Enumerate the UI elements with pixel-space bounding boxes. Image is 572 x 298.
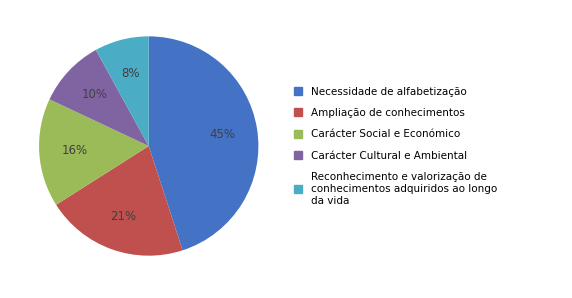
Wedge shape (50, 50, 149, 146)
Wedge shape (39, 99, 149, 205)
Text: 45%: 45% (209, 128, 235, 141)
Text: 8%: 8% (121, 67, 140, 80)
Legend: Necessidade de alfabetização, Ampliação de conhecimentos, Carácter Social e Econ: Necessidade de alfabetização, Ampliação … (291, 83, 500, 209)
Wedge shape (96, 36, 149, 146)
Wedge shape (149, 36, 259, 250)
Text: 21%: 21% (110, 210, 137, 223)
Text: 16%: 16% (61, 144, 88, 157)
Text: 10%: 10% (81, 89, 108, 102)
Wedge shape (56, 146, 182, 256)
